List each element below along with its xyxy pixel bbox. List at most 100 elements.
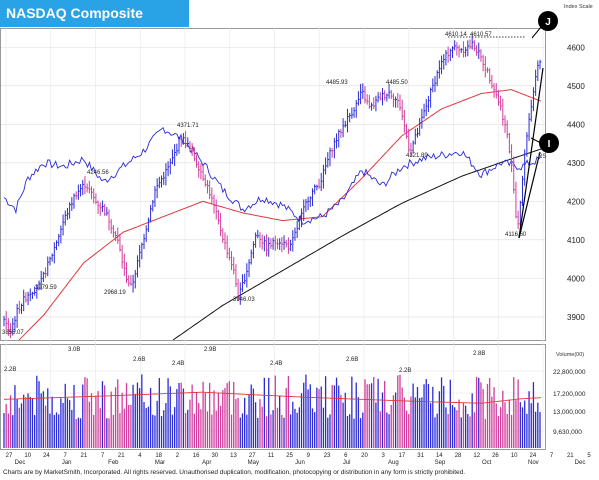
price-tick-label: 4200: [567, 197, 585, 206]
x-month-label: Dec: [15, 460, 26, 466]
ma50-line-group: [18, 89, 542, 340]
volume-annotation: 2.2B: [4, 367, 16, 373]
x-month-label: Dec: [575, 460, 586, 466]
price-tick-label: 3900: [567, 313, 585, 322]
x-tick-label: 7: [101, 453, 105, 459]
marker-i-circle: [539, 133, 559, 153]
x-month-label: Jan: [62, 460, 72, 466]
volume-annotation: 2.6B: [133, 357, 145, 363]
volume-annotation: 3.0B: [68, 347, 80, 353]
x-tick-label: 9: [307, 453, 311, 459]
marker-j-pointer: [531, 26, 542, 39]
price-axis-label: Index Scale: [564, 4, 593, 10]
x-tick-label: 25: [286, 453, 293, 459]
trend-line-lower: [518, 151, 541, 239]
x-tick-label: 5: [587, 453, 591, 459]
price-bars: [3, 33, 542, 339]
x-month-label: Apr: [202, 460, 211, 466]
x-axis: 27 10 24 7 21 7 21 4 18 2 16 30 13 27 11 25 9 23 6 20 3 17 31 1…: [6, 453, 592, 466]
x-month-label: Aug: [388, 460, 399, 466]
x-month-label: Oct: [482, 460, 492, 466]
volume-tick-label: 17,200,000: [553, 391, 586, 398]
volume-axis-label: Volume(00): [556, 352, 584, 358]
x-tick-label: 26: [492, 453, 499, 459]
volume-annotation: 2.2B: [399, 368, 411, 374]
price-tick-label: 4500: [567, 82, 585, 91]
volume-tick-label: 9,630,000: [553, 429, 582, 436]
ma200-line: [172, 147, 545, 340]
x-tick-label: 7: [550, 453, 554, 459]
price-annotation: 4485.50: [386, 80, 408, 86]
price-annotation: 4371.71: [177, 123, 199, 129]
volume-tick-label: 22,800,000: [553, 369, 586, 376]
volume-annotation: 2.9B: [204, 347, 216, 353]
price-panel: [0, 28, 546, 341]
rs-line: [3, 126, 542, 225]
volume-bars: [3, 374, 541, 448]
price-annotation: 4610.14: [445, 32, 467, 38]
price-axis: 4600 4500 4400 4300 4200 4100 4000 3900: [567, 43, 585, 322]
x-month-label: Feb: [108, 460, 119, 466]
price-annotation: 4485.93: [326, 80, 348, 86]
marker-j-circle: [538, 11, 558, 31]
price-tick-label: 4600: [567, 43, 585, 52]
x-tick-label: 21: [80, 453, 87, 459]
x-month-label: Sep: [435, 460, 446, 466]
volume-ma-line: [4, 391, 542, 404]
price-tick-label: 4300: [567, 159, 585, 168]
price-tick-label: 4400: [567, 120, 585, 129]
price-annotation: 4610.57: [470, 32, 492, 38]
price-annotation: 4321.89: [406, 153, 428, 159]
title-bar: [0, 0, 189, 27]
x-tick-label: 27: [6, 453, 13, 459]
volume-annotation: 2.4B: [172, 361, 184, 367]
marker-i-label: I: [548, 139, 551, 150]
price-tick-label: 4000: [567, 274, 585, 283]
trend-line-upper: [518, 67, 544, 239]
x-tick-label: 12: [473, 453, 480, 459]
x-tick-label: 20: [361, 453, 368, 459]
x-tick-label: 21: [118, 453, 125, 459]
rs-label: RS: [538, 154, 546, 160]
x-tick-label: 3: [382, 453, 386, 459]
chart-title: NASDAQ Composite: [6, 5, 143, 21]
x-tick-label: 7: [63, 453, 67, 459]
x-tick-label: 24: [43, 453, 50, 459]
x-tick-label: 10: [511, 453, 518, 459]
price-annotation: 3979.59: [35, 285, 57, 291]
x-month-label: Mar: [155, 460, 165, 466]
x-tick-label: 27: [249, 453, 256, 459]
price-annotation: 4116.60: [505, 232, 527, 238]
volume-axis: 22,800,000 17,200,000 13,000,000 9,630,000: [553, 369, 586, 436]
ma200-line-group: [172, 147, 545, 340]
x-month-label: Jun: [295, 460, 305, 466]
x-tick-label: 16: [193, 453, 200, 459]
volume-tick-label: 13,000,000: [553, 409, 586, 416]
volume-annotation: 2.8B: [473, 351, 485, 357]
price-annotation: 2968.19: [104, 290, 126, 296]
x-tick-label: 23: [324, 453, 331, 459]
price-annotation: 3855.07: [2, 330, 24, 336]
volume-annotation: 2.6B: [346, 357, 358, 363]
x-tick-label: 18: [155, 453, 162, 459]
volume-panel: [0, 344, 546, 450]
x-tick-label: 28: [455, 453, 462, 459]
price-annotation: 4246.56: [87, 170, 109, 176]
x-tick-label: 4: [138, 453, 142, 459]
price-tick-label: 4100: [567, 236, 585, 245]
x-tick-label: 13: [230, 453, 237, 459]
x-tick-label: 11: [268, 453, 275, 459]
x-month-label: May: [248, 460, 259, 466]
x-tick-label: 10: [24, 453, 31, 459]
copyright-footer: Charts are by MarketSmith, Incorporated.…: [3, 469, 466, 476]
x-tick-label: 31: [417, 453, 424, 459]
rs-line-group: [3, 126, 542, 225]
x-tick-label: 30: [211, 453, 218, 459]
ma50-line: [18, 89, 542, 340]
volume-ma-group: [4, 391, 542, 404]
x-tick-label: 21: [567, 453, 574, 459]
price-annotation: 3946.03: [233, 297, 255, 303]
volume-annotation: 2.4B: [270, 361, 282, 367]
x-tick-label: 17: [399, 453, 406, 459]
